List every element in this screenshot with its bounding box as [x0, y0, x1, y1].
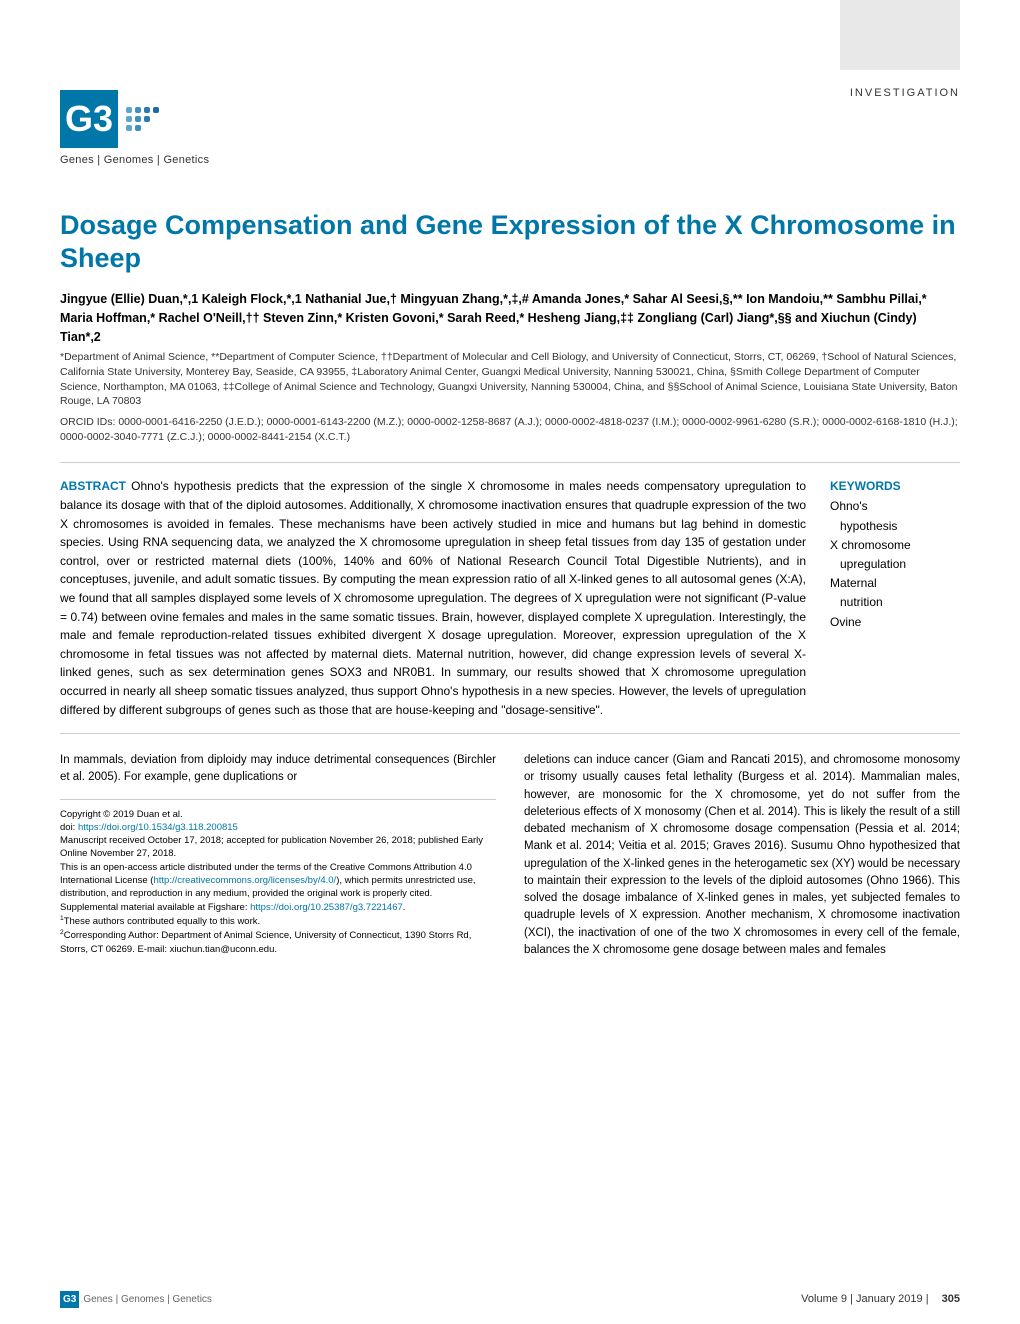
- keywords-list: Ohno'shypothesisX chromosomeupregulation…: [830, 497, 960, 631]
- manuscript-dates: Manuscript received October 17, 2018; ac…: [60, 834, 496, 861]
- journal-logo: G3 Genes | Genomes | Genetics: [60, 90, 960, 169]
- keyword-item: upregulation: [830, 555, 960, 574]
- body-columns: In mammals, deviation from diploidy may …: [60, 752, 960, 959]
- page-number: 305: [942, 1293, 960, 1305]
- keywords-column: KEYWORDS Ohno'shypothesisX chromosomeupr…: [830, 477, 960, 719]
- equal-contribution-note: 1These authors contributed equally to th…: [60, 914, 496, 928]
- abstract-body: Ohno's hypothesis predicts that the expr…: [60, 479, 806, 716]
- logo-dots-icon: [126, 107, 159, 131]
- logo-row: G3: [60, 90, 960, 148]
- header-accent-bar: [840, 0, 960, 70]
- affiliations: *Department of Animal Science, **Departm…: [60, 350, 960, 409]
- footer-logo-subtitle: Genes | Genomes | Genetics: [83, 1292, 212, 1307]
- keyword-item: nutrition: [830, 593, 960, 612]
- keywords-label: KEYWORDS: [830, 477, 960, 495]
- open-access-notice: This is an open-access article distribut…: [60, 861, 496, 901]
- supplemental-link[interactable]: https://doi.org/10.25387/g3.7221467: [250, 902, 403, 913]
- footer-issue-info: Volume 9 | January 2019 | 305: [801, 1291, 960, 1308]
- corresponding-author-note: 2Corresponding Author: Department of Ani…: [60, 928, 496, 956]
- g3-logo-icon: G3: [60, 90, 118, 148]
- page: INVESTIGATION G3 Genes | Genomes | Genet…: [0, 0, 1020, 1324]
- abstract-label: ABSTRACT: [60, 479, 126, 493]
- orcid-ids: ORCID IDs: 0000-0001-6416-2250 (J.E.D.);…: [60, 415, 960, 444]
- footer-logo: G3 Genes | Genomes | Genetics: [60, 1291, 212, 1308]
- intro-paragraph: In mammals, deviation from diploidy may …: [60, 752, 496, 787]
- keyword-item: Ovine: [830, 613, 960, 632]
- copyright: Copyright © 2019 Duan et al.: [60, 808, 496, 821]
- keyword-item: hypothesis: [830, 517, 960, 536]
- keyword-item: X chromosome: [830, 536, 960, 555]
- logo-subtitle: Genes | Genomes | Genetics: [60, 152, 960, 169]
- abstract-text: ABSTRACT Ohno's hypothesis predicts that…: [60, 477, 806, 719]
- doi-link[interactable]: https://doi.org/10.1534/g3.118.200815: [78, 822, 238, 833]
- authors-list: Jingyue (Ellie) Duan,*,1 Kaleigh Flock,*…: [60, 290, 960, 346]
- keyword-item: Maternal: [830, 574, 960, 593]
- right-column: deletions can induce cancer (Giam and Ra…: [524, 752, 960, 959]
- footer-g3-icon: G3: [60, 1291, 79, 1308]
- abstract-section: ABSTRACT Ohno's hypothesis predicts that…: [60, 462, 960, 734]
- footnotes: Copyright © 2019 Duan et al. doi: https:…: [60, 799, 496, 957]
- article-title: Dosage Compensation and Gene Expression …: [60, 209, 960, 277]
- page-footer: G3 Genes | Genomes | Genetics Volume 9 |…: [60, 1291, 960, 1308]
- volume-issue: Volume 9 | January 2019 |: [801, 1293, 928, 1305]
- supplemental-line: Supplemental material available at Figsh…: [60, 901, 496, 914]
- cc-license-link[interactable]: http://creativecommons.org/licenses/by/4…: [153, 875, 336, 886]
- left-column: In mammals, deviation from diploidy may …: [60, 752, 496, 959]
- keyword-item: Ohno's: [830, 497, 960, 516]
- article-type-label: INVESTIGATION: [850, 85, 960, 102]
- doi-line: doi: https://doi.org/10.1534/g3.118.2008…: [60, 821, 496, 834]
